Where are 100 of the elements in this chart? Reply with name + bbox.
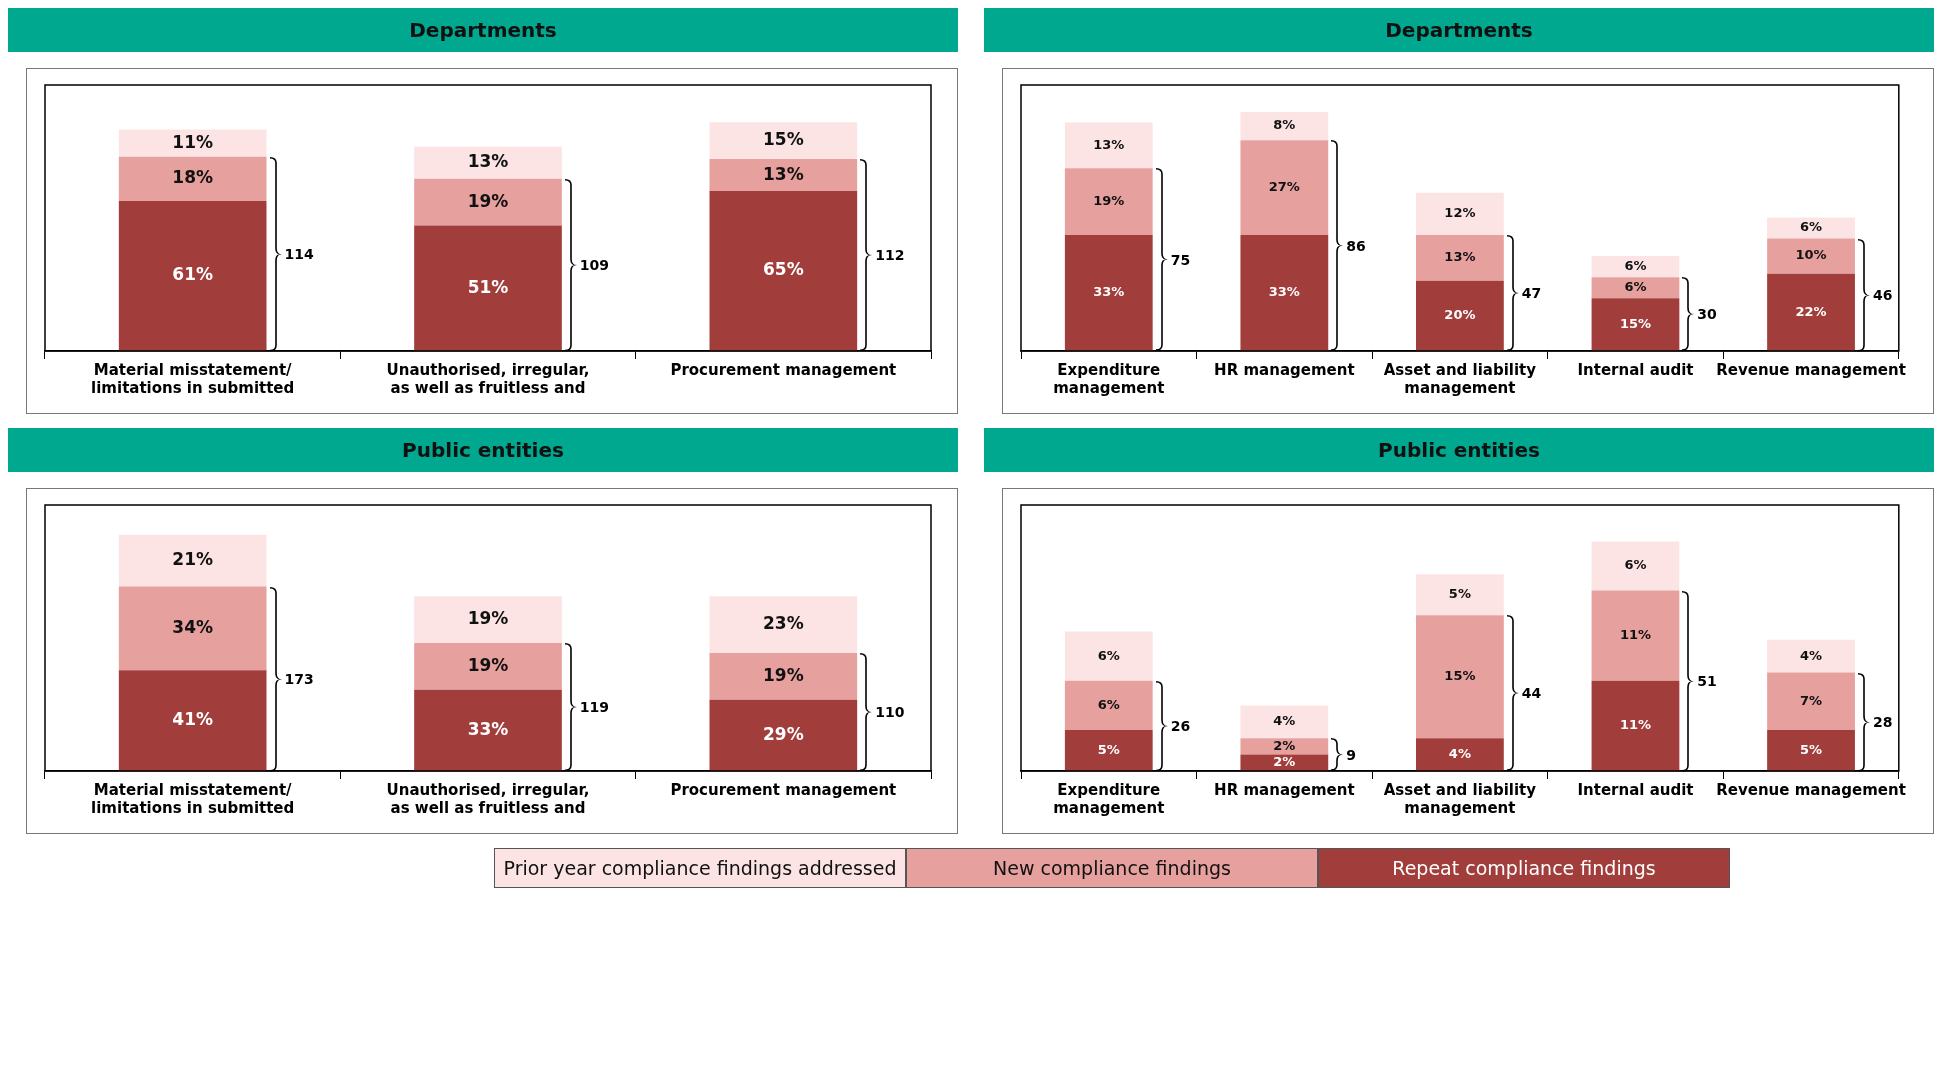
bar: [709, 159, 858, 192]
data-label: 6%: [1624, 258, 1647, 274]
chart-title: Departments: [8, 8, 958, 52]
bar: [118, 156, 267, 201]
chart-title: Public entities: [984, 428, 1934, 472]
data-label: 6%: [1097, 696, 1120, 712]
bar: [1416, 235, 1504, 281]
data-label: 13%: [762, 163, 804, 184]
data-label: 33%: [467, 718, 509, 739]
data-label: 15%: [1619, 316, 1652, 332]
data-label: 6%: [1097, 647, 1120, 663]
bar: [1064, 122, 1153, 169]
annotation: 173: [284, 669, 314, 688]
annotation: 75: [1170, 250, 1191, 269]
bar: [1064, 680, 1153, 730]
annotation: 119: [579, 698, 610, 717]
bar: [1416, 615, 1504, 739]
data-label: 15%: [762, 129, 804, 150]
data-label: 6%: [1799, 219, 1823, 235]
data-label: 65%: [762, 259, 804, 280]
x-tick-label: Material misstatement/ limitations in submitted: [91, 360, 295, 397]
annotation: 9: [1346, 745, 1356, 764]
x-tick-label: Asset and liability management: [1383, 780, 1537, 817]
annotation: 114: [284, 244, 314, 263]
x-tick-label: Internal audit: [1577, 360, 1694, 379]
chart-title: Departments: [984, 8, 1934, 52]
annotation: 28: [1872, 712, 1893, 731]
x-tick-label: Material misstatement/ limitations in submitted: [91, 780, 295, 817]
bar: [414, 225, 562, 351]
data-label: 12%: [1444, 205, 1476, 221]
data-label: 6%: [1624, 557, 1647, 573]
bar: [709, 122, 858, 160]
x-tick-label: HR management: [1214, 360, 1355, 379]
data-label: 18%: [172, 167, 214, 188]
data-label: 2%: [1273, 737, 1296, 753]
data-label: 19%: [467, 654, 509, 675]
x-tick-label: Procurement management: [670, 360, 897, 379]
bar: [1767, 238, 1855, 274]
data-label: 19%: [762, 664, 804, 685]
data-label: 33%: [1093, 284, 1125, 300]
data-label: 51%: [467, 276, 509, 297]
annotation: 86: [1346, 236, 1366, 255]
bar: [1240, 705, 1329, 739]
data-label: 27%: [1268, 178, 1300, 194]
x-tick-label: Expenditure management: [1053, 360, 1165, 397]
annotation: 51: [1697, 671, 1717, 690]
x-tick-label: HR management: [1214, 780, 1355, 799]
bar: [1240, 112, 1329, 141]
bar: [414, 178, 562, 226]
data-label: 29%: [762, 723, 804, 744]
x-tick-label: Unauthorised, irregular, as well as fruitless and: [386, 780, 590, 817]
data-label: 5%: [1799, 741, 1823, 757]
bar: [1767, 639, 1855, 673]
x-tick-label: Asset and liability management: [1383, 360, 1537, 397]
annotation: 112: [875, 246, 905, 265]
data-label: 7%: [1799, 692, 1823, 708]
bar: [1416, 192, 1504, 236]
data-label: 33%: [1268, 284, 1300, 300]
bar: [1064, 730, 1153, 771]
bar: [1064, 631, 1153, 681]
text: New compliance findings: [906, 848, 1318, 888]
data-label: 10%: [1795, 247, 1827, 263]
data-label: 21%: [172, 549, 214, 570]
x-tick-label: Procurement management: [670, 780, 897, 799]
bar: [1767, 273, 1855, 351]
data-label: 13%: [1093, 136, 1125, 152]
bar: [414, 689, 562, 771]
data-label: 19%: [1093, 193, 1125, 209]
bar: [1591, 541, 1680, 591]
bar: [118, 200, 267, 351]
x-tick-label: Unauthorised, irregular, as well as fruitless and: [386, 360, 590, 397]
data-label: 4%: [1799, 647, 1823, 663]
data-label: 19%: [467, 608, 509, 629]
bar: [1767, 672, 1855, 730]
text: Repeat compliance findings: [1318, 848, 1730, 888]
annotation: 44: [1521, 684, 1542, 703]
bar: [1591, 277, 1680, 299]
bar: [414, 146, 562, 179]
data-label: 6%: [1624, 279, 1647, 295]
x-tick-label: Revenue management: [1716, 360, 1906, 379]
bar: [1416, 738, 1504, 771]
bar: [1064, 235, 1153, 351]
bar: [1416, 574, 1504, 616]
data-label: 11%: [1619, 717, 1652, 733]
annotation: 110: [875, 702, 905, 721]
data-label: 15%: [1444, 668, 1476, 684]
annotation: 47: [1521, 284, 1542, 302]
annotation: 46: [1872, 285, 1893, 304]
bar: [414, 596, 562, 644]
bar: [118, 534, 267, 587]
bar: [709, 596, 858, 653]
chart-title: Public entities: [8, 428, 958, 472]
data-label: 4%: [1448, 745, 1471, 761]
data-label: 19%: [467, 190, 509, 211]
bar: [118, 129, 267, 157]
annotation: 26: [1170, 716, 1191, 735]
data-label: 13%: [467, 151, 509, 172]
data-label: 20%: [1444, 307, 1476, 323]
data-label: 23%: [762, 613, 804, 634]
data-label: 13%: [1444, 249, 1476, 265]
